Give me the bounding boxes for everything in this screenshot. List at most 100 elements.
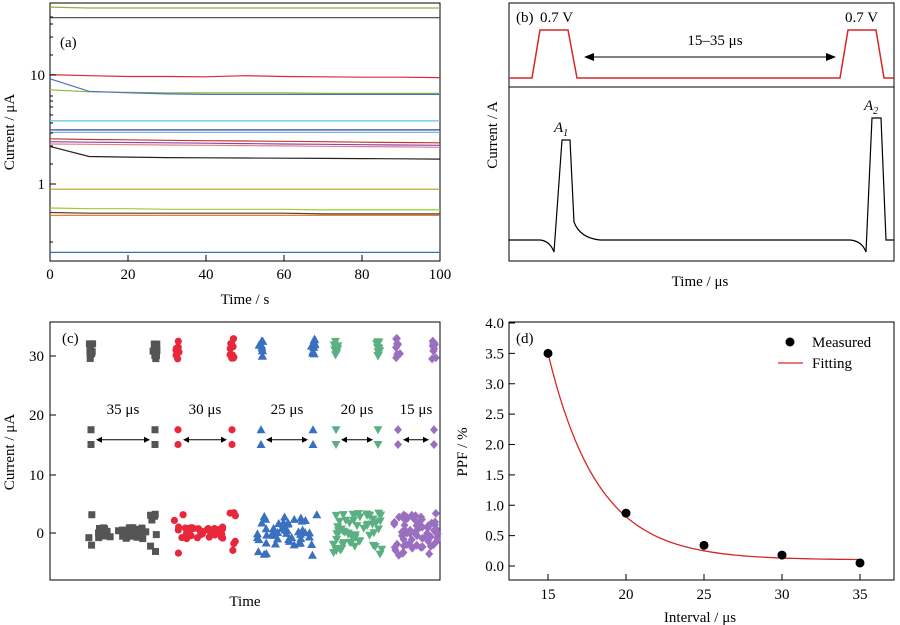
panel-c-point [296, 534, 306, 543]
panel-d-measured-points [543, 348, 865, 568]
panel-c: 0 10 20 30 35 μs 30 μs 25 μs 20 μs 15 μs (c)… [2, 321, 442, 610]
panel-d-ytick-label: 4.0 [485, 316, 504, 332]
panel-c-point [427, 518, 436, 528]
panel-c-point [308, 440, 318, 448]
panel-c-point [256, 425, 266, 434]
panel-c-point [350, 531, 360, 540]
legend-measured-label: Measured [812, 335, 872, 351]
panel-c-point [127, 532, 135, 540]
panel-a-series-2 [49, 74, 441, 79]
panel-a-x-ticks: 0 20 40 60 80 100 [46, 255, 451, 283]
panel-c-point [274, 518, 284, 527]
panel-c-point [88, 541, 96, 549]
panel-c-point [349, 512, 359, 521]
panel-c-point [85, 534, 93, 542]
panel-c-xlabel: Time [229, 594, 260, 610]
legend-fitting-label: Fitting [812, 356, 853, 372]
panel-a-ytick-1: 1 [38, 177, 46, 193]
panel-c-point [394, 425, 402, 435]
panel-b-pulse-label-1: 0.7 V [540, 10, 573, 26]
panel-c-point [174, 440, 182, 449]
panel-c-point [181, 524, 189, 532]
panel-c-point [331, 511, 341, 520]
panel-a-series-14 [49, 211, 440, 215]
panel-c-interval-labels: 35 μs 30 μs 25 μs 20 μs 15 μs [96, 402, 432, 443]
panel-c-point [430, 525, 439, 535]
panel-c-point [138, 527, 146, 535]
panel-c-point [377, 545, 387, 554]
panel-a-ylabel: Current / μA [2, 94, 18, 171]
panel-c-point [152, 547, 160, 555]
panel-c-point [277, 523, 287, 532]
panel-c-arrow-right-icon [423, 436, 429, 443]
panel-c-point [270, 539, 280, 548]
panel-a-series-group [49, 6, 441, 253]
panel-c-point [149, 347, 157, 355]
panel-c-point [411, 511, 420, 521]
panel-c-point [306, 341, 316, 350]
panel-c-point [429, 346, 438, 356]
panel-a-xtick-label: 60 [277, 267, 292, 283]
panel-c-point [257, 518, 267, 527]
panel-b-frame [508, 2, 895, 262]
panel-c-point [295, 538, 305, 547]
panel-c-point [363, 520, 373, 529]
panel-c-point [147, 542, 155, 550]
panel-d-frame [508, 321, 895, 581]
panel-c-point [333, 523, 343, 532]
panel-c-interval-label: 30 μs [189, 402, 222, 418]
panel-c-point [349, 516, 359, 525]
panel-c-point [170, 516, 178, 525]
panel-c-point [101, 532, 109, 540]
panel-c-y-ticks [50, 355, 56, 534]
panel-d-ytick-label: 2.5 [485, 407, 504, 423]
panel-d-ytick-label: 0.0 [485, 559, 504, 575]
panel-c-arrow-left-icon [403, 436, 409, 443]
panel-c-point [283, 519, 293, 528]
panel-d-measured-point [855, 558, 865, 568]
panel-d-ylabel: PPF / % [455, 427, 471, 476]
panel-c-point [399, 547, 408, 557]
panel-c-point [262, 530, 272, 539]
panel-c-point [328, 540, 338, 549]
panel-d-label: (d) [516, 331, 534, 347]
panel-a-series-0 [49, 6, 440, 9]
panel-c-point [252, 533, 262, 542]
panel-c-point [329, 341, 339, 350]
panel-c-point [147, 511, 155, 519]
panel-c-point [399, 541, 408, 551]
panel-a-series-9 [49, 141, 441, 146]
panel-c-point [87, 426, 95, 434]
panel-c-point [88, 511, 96, 519]
panel-a-series-11 [49, 145, 441, 160]
panel-c-point [331, 441, 341, 449]
panel-a-series-4 [49, 78, 440, 96]
panel-c-point [310, 334, 320, 343]
panel-c-point [423, 523, 432, 533]
panel-c-point [255, 339, 265, 348]
panel-b-ylabel: Current / A [485, 101, 501, 169]
panel-c-point [280, 512, 290, 521]
panel-a-series-8 [49, 138, 441, 144]
legend-measured-marker [785, 337, 795, 347]
panel-d-xtick-label: 30 [775, 587, 790, 603]
panel-c-point [352, 522, 362, 531]
panel-c-point [308, 425, 318, 434]
panel-c-point [390, 542, 399, 552]
panel-c-point [152, 531, 160, 539]
panel-b-pulse-label-2: 0.7 V [845, 10, 878, 26]
panel-c-point [226, 351, 234, 359]
panel-c-arrow-right-icon [367, 436, 373, 443]
panel-c-point [307, 550, 317, 559]
panel-d-measured-point [543, 348, 553, 358]
panel-c-point [151, 510, 159, 518]
panel-c-point [423, 528, 432, 538]
panel-c-point [368, 515, 378, 524]
panel-c-point [331, 426, 341, 435]
panel-c-point [411, 529, 420, 539]
panel-b: 0.7 V 0.7 V 15–35 μs A1 A2 (b) Time / μs… [485, 2, 895, 290]
panel-c-point [229, 546, 237, 554]
panel-b-label: (b) [516, 10, 534, 26]
panel-c-point [151, 426, 159, 434]
panel-d-measured-point [699, 540, 709, 550]
